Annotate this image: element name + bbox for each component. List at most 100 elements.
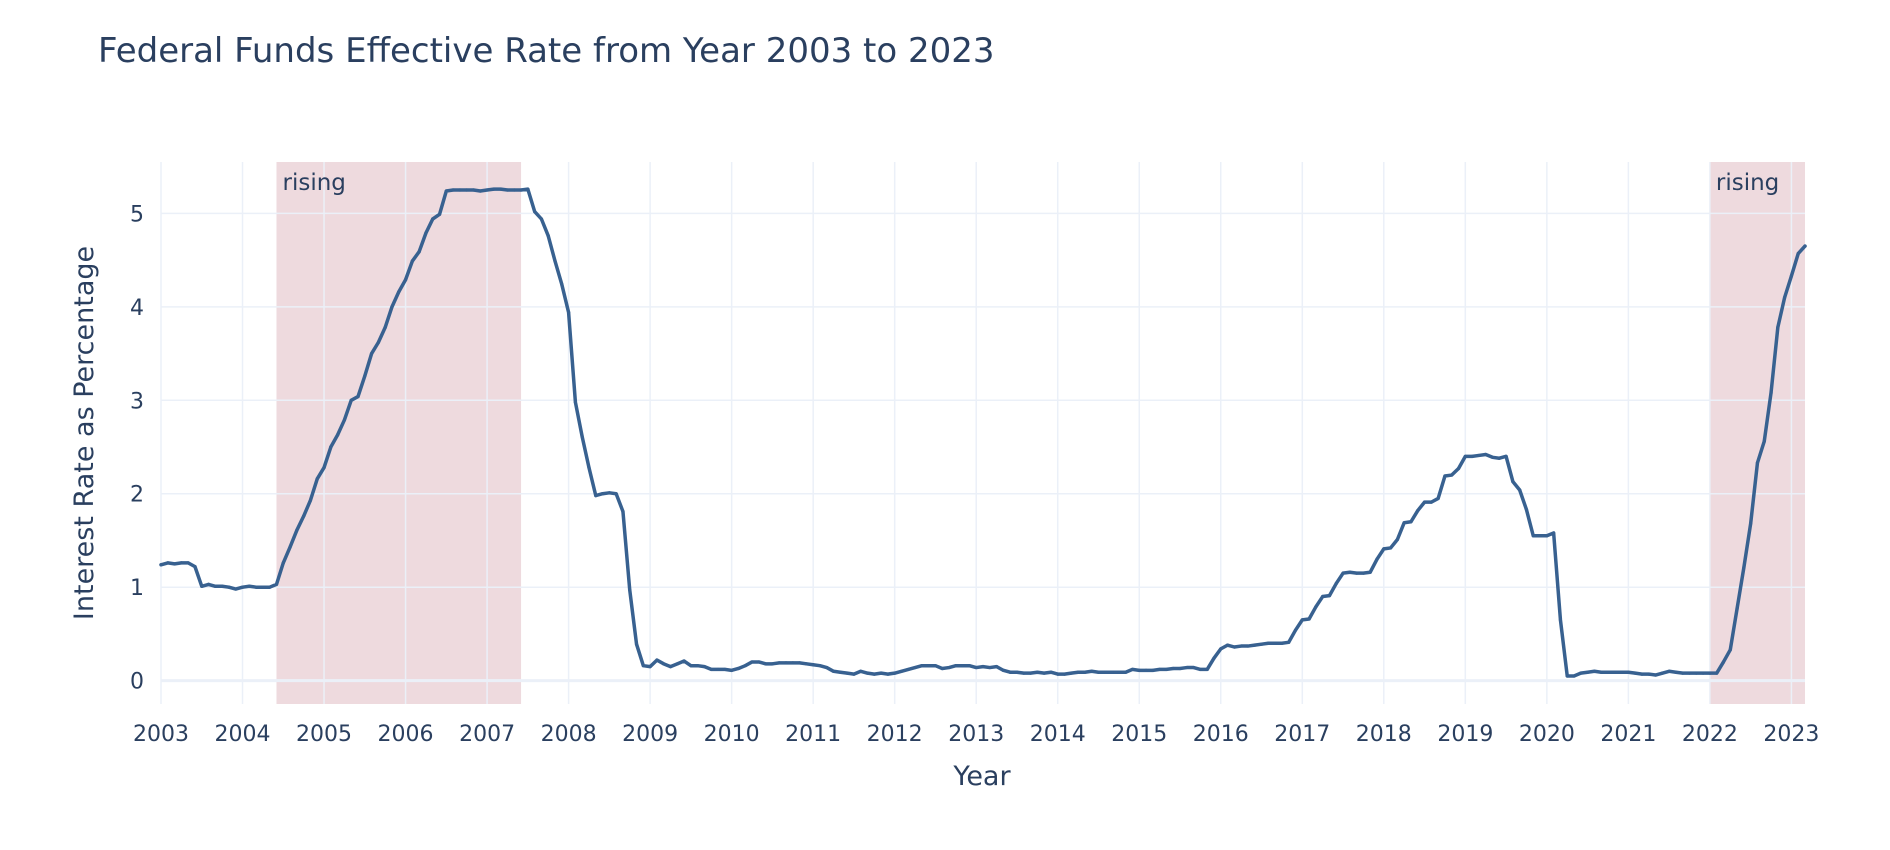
data-point	[274, 582, 279, 586]
data-point	[709, 667, 713, 672]
data-point	[1450, 473, 1454, 477]
data-point	[159, 563, 163, 567]
data-point	[1212, 656, 1216, 660]
data-point	[1769, 391, 1773, 395]
data-point	[906, 667, 910, 672]
data-point	[376, 340, 380, 344]
data-point	[648, 665, 652, 669]
data-point	[1327, 594, 1332, 598]
data-point	[791, 661, 795, 665]
data-point	[730, 668, 734, 672]
data-point	[485, 188, 489, 192]
data-point	[580, 435, 584, 439]
data-point	[865, 671, 870, 675]
data-point	[431, 217, 435, 221]
data-point	[1300, 618, 1304, 622]
data-point	[410, 259, 414, 263]
x-tick-label: 2023	[1763, 722, 1819, 747]
data-point	[1552, 531, 1556, 535]
y-tick-label: 5	[130, 202, 144, 227]
data-point	[1341, 571, 1345, 575]
x-tick-label: 2006	[378, 722, 434, 747]
data-point	[716, 667, 720, 672]
data-point	[546, 234, 550, 238]
data-point	[1198, 667, 1202, 672]
data-point	[227, 585, 231, 589]
data-point	[533, 209, 537, 214]
data-point	[1694, 671, 1698, 675]
x-tick-label: 2007	[459, 722, 515, 747]
x-tick-label: 2008	[541, 722, 597, 747]
data-point	[1334, 581, 1338, 586]
data-point	[594, 494, 598, 498]
data-point	[1178, 666, 1182, 671]
data-point	[743, 664, 747, 668]
shaded-band-0	[276, 162, 522, 704]
data-point	[281, 561, 285, 565]
data-point	[933, 664, 938, 668]
data-point	[1565, 674, 1569, 678]
data-point	[1681, 671, 1685, 675]
data-point	[261, 585, 265, 589]
data-point	[465, 188, 469, 192]
data-point	[179, 561, 183, 565]
data-point	[1402, 521, 1406, 525]
data-point	[417, 250, 421, 254]
data-point	[1755, 461, 1760, 465]
data-point	[1497, 456, 1501, 460]
data-point	[1368, 570, 1372, 574]
data-point	[1076, 670, 1080, 674]
data-point	[1035, 670, 1039, 674]
data-point	[1042, 671, 1046, 675]
data-point	[336, 433, 340, 437]
data-point	[1640, 672, 1644, 676]
data-point	[1124, 670, 1128, 674]
data-point	[1524, 508, 1529, 512]
data-point	[1185, 665, 1189, 670]
data-point	[567, 310, 571, 315]
data-point	[750, 660, 754, 664]
data-point	[1558, 618, 1563, 622]
x-tick-label: 2010	[704, 722, 760, 747]
data-point	[397, 290, 401, 294]
data-point	[655, 658, 659, 662]
data-point	[1028, 671, 1033, 675]
y-axis-ticks: 0 1 2 3 4 5	[130, 202, 144, 694]
x-tick-label: 2013	[948, 722, 1004, 747]
data-point	[1062, 672, 1067, 676]
data-point	[831, 669, 836, 673]
chart-title: Federal Funds Effective Rate from Year 2…	[98, 31, 995, 71]
data-point	[954, 664, 958, 668]
data-point	[845, 671, 849, 675]
data-point	[1314, 605, 1318, 609]
data-point	[1490, 455, 1495, 459]
data-point	[1687, 671, 1692, 675]
data-point	[893, 671, 897, 675]
data-point	[927, 664, 931, 668]
data-point	[1069, 671, 1073, 675]
x-tick-label: 2009	[622, 722, 678, 747]
data-point	[1090, 669, 1094, 673]
data-point	[1239, 644, 1243, 648]
data-point	[641, 664, 645, 668]
data-point	[539, 217, 544, 221]
data-point	[1389, 546, 1393, 550]
data-point	[1456, 466, 1461, 471]
data-point	[859, 669, 863, 673]
data-point	[200, 584, 204, 588]
data-point	[764, 662, 768, 666]
data-point	[614, 492, 618, 496]
data-point	[628, 588, 632, 592]
series-layer	[159, 187, 1807, 678]
data-point	[1538, 534, 1542, 538]
data-point	[1463, 454, 1467, 458]
data-point	[696, 664, 700, 668]
data-point	[1511, 479, 1515, 484]
data-point	[1762, 439, 1766, 444]
data-point	[1375, 557, 1379, 561]
data-point	[770, 662, 775, 666]
data-point	[1056, 672, 1060, 676]
data-point	[1225, 643, 1230, 647]
data-point	[1307, 617, 1311, 621]
data-point	[1728, 648, 1732, 652]
